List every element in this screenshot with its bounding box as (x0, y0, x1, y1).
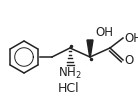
Text: NH$_2$: NH$_2$ (58, 66, 82, 81)
Text: OH: OH (95, 26, 113, 39)
Polygon shape (87, 40, 93, 57)
Text: O: O (124, 54, 133, 66)
Text: OH: OH (124, 31, 138, 45)
Text: HCl: HCl (58, 82, 80, 95)
